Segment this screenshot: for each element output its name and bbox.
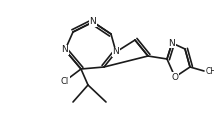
Text: CH₃: CH₃	[206, 67, 214, 75]
Text: N: N	[169, 38, 175, 47]
Text: N: N	[113, 47, 119, 57]
Text: O: O	[171, 72, 178, 82]
Text: N: N	[62, 46, 68, 54]
Text: Cl: Cl	[61, 76, 69, 86]
Text: N: N	[90, 18, 96, 26]
